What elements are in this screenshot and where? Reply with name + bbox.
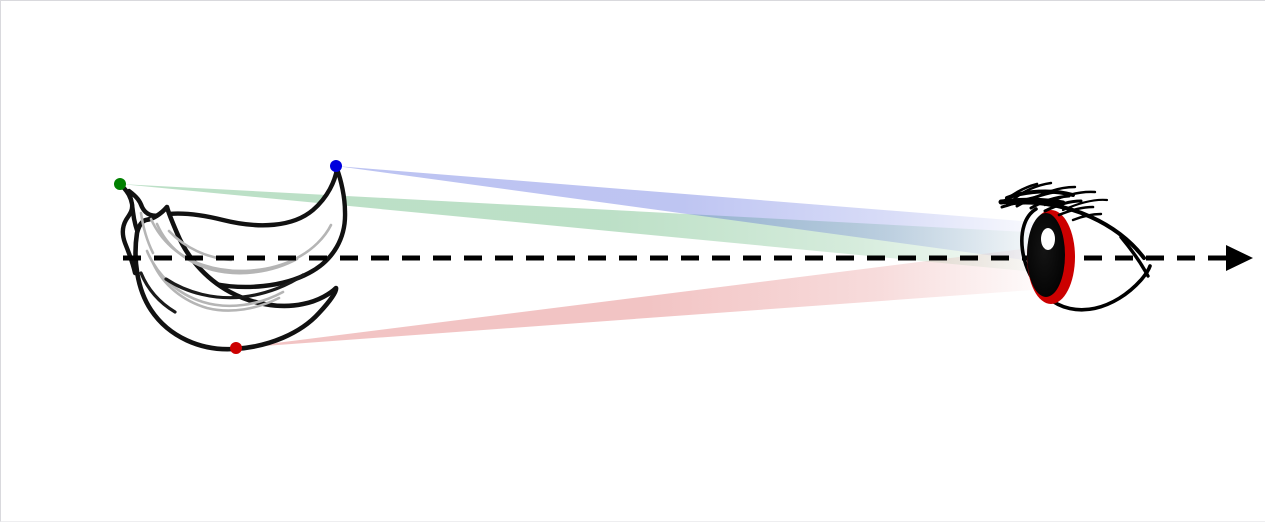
eye — [998, 181, 1152, 312]
banana-stem — [119, 183, 138, 276]
ray-cones-group — [120, 166, 1046, 348]
point-blue — [330, 160, 342, 172]
cone-green — [120, 184, 1046, 273]
banana-lower-outline — [133, 204, 339, 352]
eye-lashes — [998, 181, 1109, 222]
optical-axis-arrowhead — [1226, 245, 1253, 271]
point-red — [230, 342, 242, 354]
banana-accent-strokes — [139, 271, 305, 314]
eye-highlight — [1041, 228, 1055, 250]
eye-pupil — [1027, 213, 1065, 297]
cone-blue — [336, 166, 1046, 263]
cone-red — [236, 246, 1046, 348]
point-green — [114, 178, 126, 190]
optical-axis — [123, 245, 1253, 271]
eye-outer-corner — [1119, 235, 1150, 278]
source-points-group — [114, 160, 342, 354]
